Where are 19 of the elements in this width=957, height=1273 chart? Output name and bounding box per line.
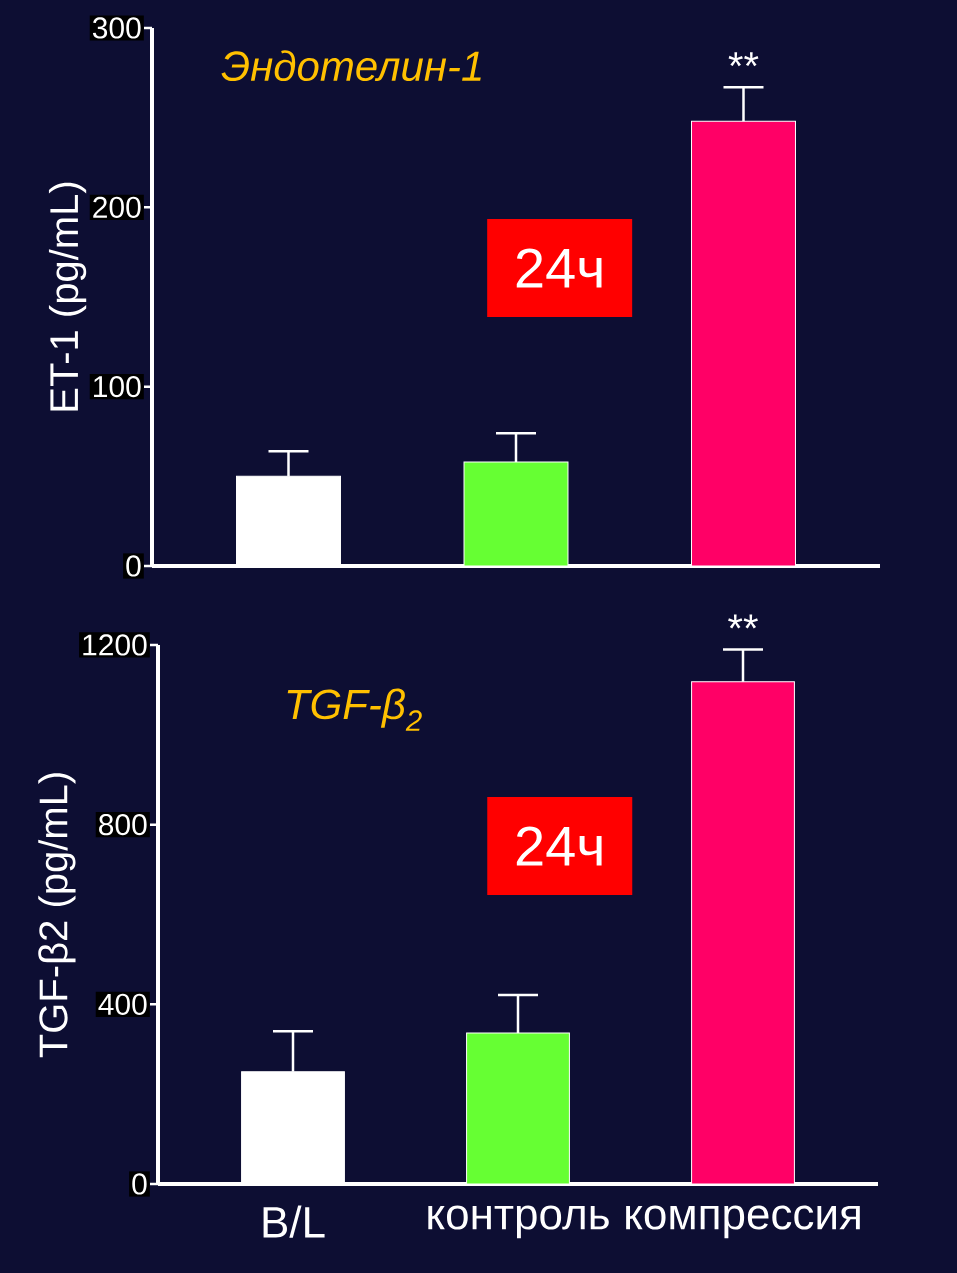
y-axis-title: ET-1 (pg/mL) [48,182,87,411]
y-tick-label: 0 [132,1173,147,1195]
y-tick-label: 200 [93,196,141,218]
x-tick-label: компрессия [626,1205,860,1239]
chart-title: TGF-β$_{2}$ [287,688,422,731]
annotation: ** [728,52,759,67]
x-tick-label: B/L [263,1205,325,1238]
y-tick-label: 300 [92,17,141,39]
y-tick-label: 0 [126,555,141,577]
annotation: 24ч [516,248,602,288]
annotation: 24ч [516,826,602,866]
y-tick-label: 400 [98,993,147,1015]
y-tick-label: 1200 [83,634,147,656]
x-tick-label: контроль [428,1205,609,1239]
y-tick-label: 100 [94,376,141,398]
y-tick-label: 800 [99,814,147,836]
chart-title: Эндотелин-1 [221,50,481,82]
annotation: ** [728,614,758,629]
y-axis-title: TGF-β2 (pg/mL) [38,773,76,1058]
